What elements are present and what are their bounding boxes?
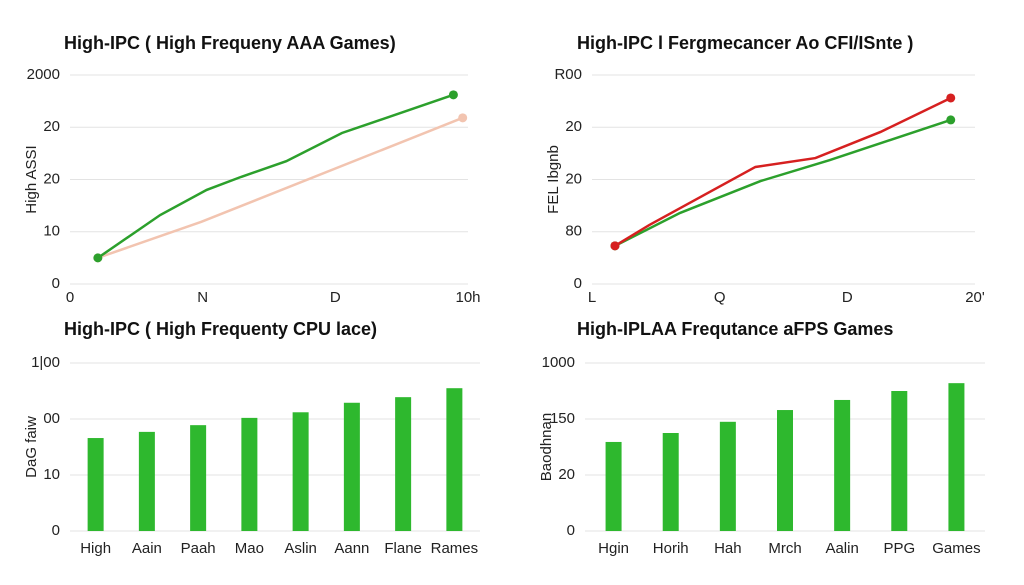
chart-title: High-IPC ( High Frequenty CPU lace) xyxy=(64,319,377,339)
bar xyxy=(395,397,412,531)
x-tick-label: 0 xyxy=(66,289,74,306)
bar xyxy=(241,417,258,531)
bar xyxy=(343,402,360,531)
y-tick-label: 1|00 xyxy=(31,354,60,371)
x-tick-label: Aann xyxy=(334,540,369,557)
bar xyxy=(662,433,679,531)
y-axis-label: DaG faiw xyxy=(23,416,40,478)
y-tick-label: 20 xyxy=(43,118,60,135)
y-tick-label: 10 xyxy=(43,466,60,483)
x-tick-label: Paah xyxy=(181,540,216,557)
x-tick-label: Mrch xyxy=(768,540,801,557)
y-tick-label: 10 xyxy=(43,223,60,240)
y-tick-label: 20 xyxy=(558,466,575,483)
point xyxy=(946,115,956,125)
x-tick-label: Flane xyxy=(384,540,422,557)
x-tick-label: D xyxy=(330,289,341,306)
y-tick-label: 80 xyxy=(565,223,582,240)
x-tick-label: PPG xyxy=(883,540,915,557)
y-tick-label: 150 xyxy=(550,410,575,427)
y-tick-label: 20 xyxy=(565,170,582,187)
y-tick-label: 0 xyxy=(52,275,60,292)
line xyxy=(97,93,454,259)
bar xyxy=(948,383,965,531)
bar xyxy=(891,391,908,531)
point xyxy=(946,93,956,103)
x-tick-label: Q xyxy=(714,289,726,306)
bar xyxy=(138,431,155,531)
bar xyxy=(190,425,207,531)
bar xyxy=(446,388,463,531)
x-tick-label: Hah xyxy=(714,540,742,557)
bar xyxy=(834,399,851,531)
y-tick-label: 0 xyxy=(52,522,60,539)
point xyxy=(610,241,620,251)
x-tick-label: High xyxy=(80,540,111,557)
x-tick-label: Aslin xyxy=(284,540,317,557)
y-tick-label: 0 xyxy=(567,522,575,539)
bar xyxy=(87,438,104,531)
line xyxy=(97,116,464,260)
bar xyxy=(719,421,736,531)
x-tick-label: Horih xyxy=(653,540,689,557)
bar xyxy=(292,412,309,531)
y-tick-label: 20 xyxy=(43,170,60,187)
x-tick-label: Aain xyxy=(132,540,162,557)
x-tick-label: L xyxy=(588,289,596,306)
y-tick-label: 20 xyxy=(565,118,582,135)
x-tick-label: 20' xyxy=(965,289,985,306)
chart-title: High-IPC l Fergmecancer Ao CFI/ISnte ) xyxy=(577,33,913,53)
bar xyxy=(605,441,622,531)
y-tick-label: 2000 xyxy=(27,66,60,83)
y-tick-label: 0 xyxy=(574,275,582,292)
point xyxy=(93,253,103,263)
y-tick-label: R00 xyxy=(554,66,582,83)
x-tick-label: Mao xyxy=(235,540,264,557)
x-tick-label: Games xyxy=(932,540,980,557)
point xyxy=(458,113,468,123)
chart-title: High-IPLAA Frequtance aFPS Games xyxy=(577,319,893,339)
chart-title: High-IPC ( High Frequeny AAA Games) xyxy=(64,33,396,53)
y-axis-label: High ASSI xyxy=(23,145,40,213)
x-tick-label: 10h xyxy=(455,289,480,306)
bar xyxy=(777,410,793,531)
x-tick-label: Rames xyxy=(431,540,479,557)
y-axis-label: Baodhnan xyxy=(538,413,555,481)
x-tick-label: Hgin xyxy=(598,540,629,557)
y-tick-label: 00 xyxy=(43,410,60,427)
line xyxy=(614,96,952,247)
y-tick-label: 1000 xyxy=(542,354,575,371)
x-tick-label: D xyxy=(842,289,853,306)
x-tick-label: Aalin xyxy=(825,540,858,557)
y-axis-label: FEL Ibgnb xyxy=(545,145,562,214)
line xyxy=(614,118,952,247)
x-tick-label: N xyxy=(197,289,208,306)
point xyxy=(448,90,458,100)
